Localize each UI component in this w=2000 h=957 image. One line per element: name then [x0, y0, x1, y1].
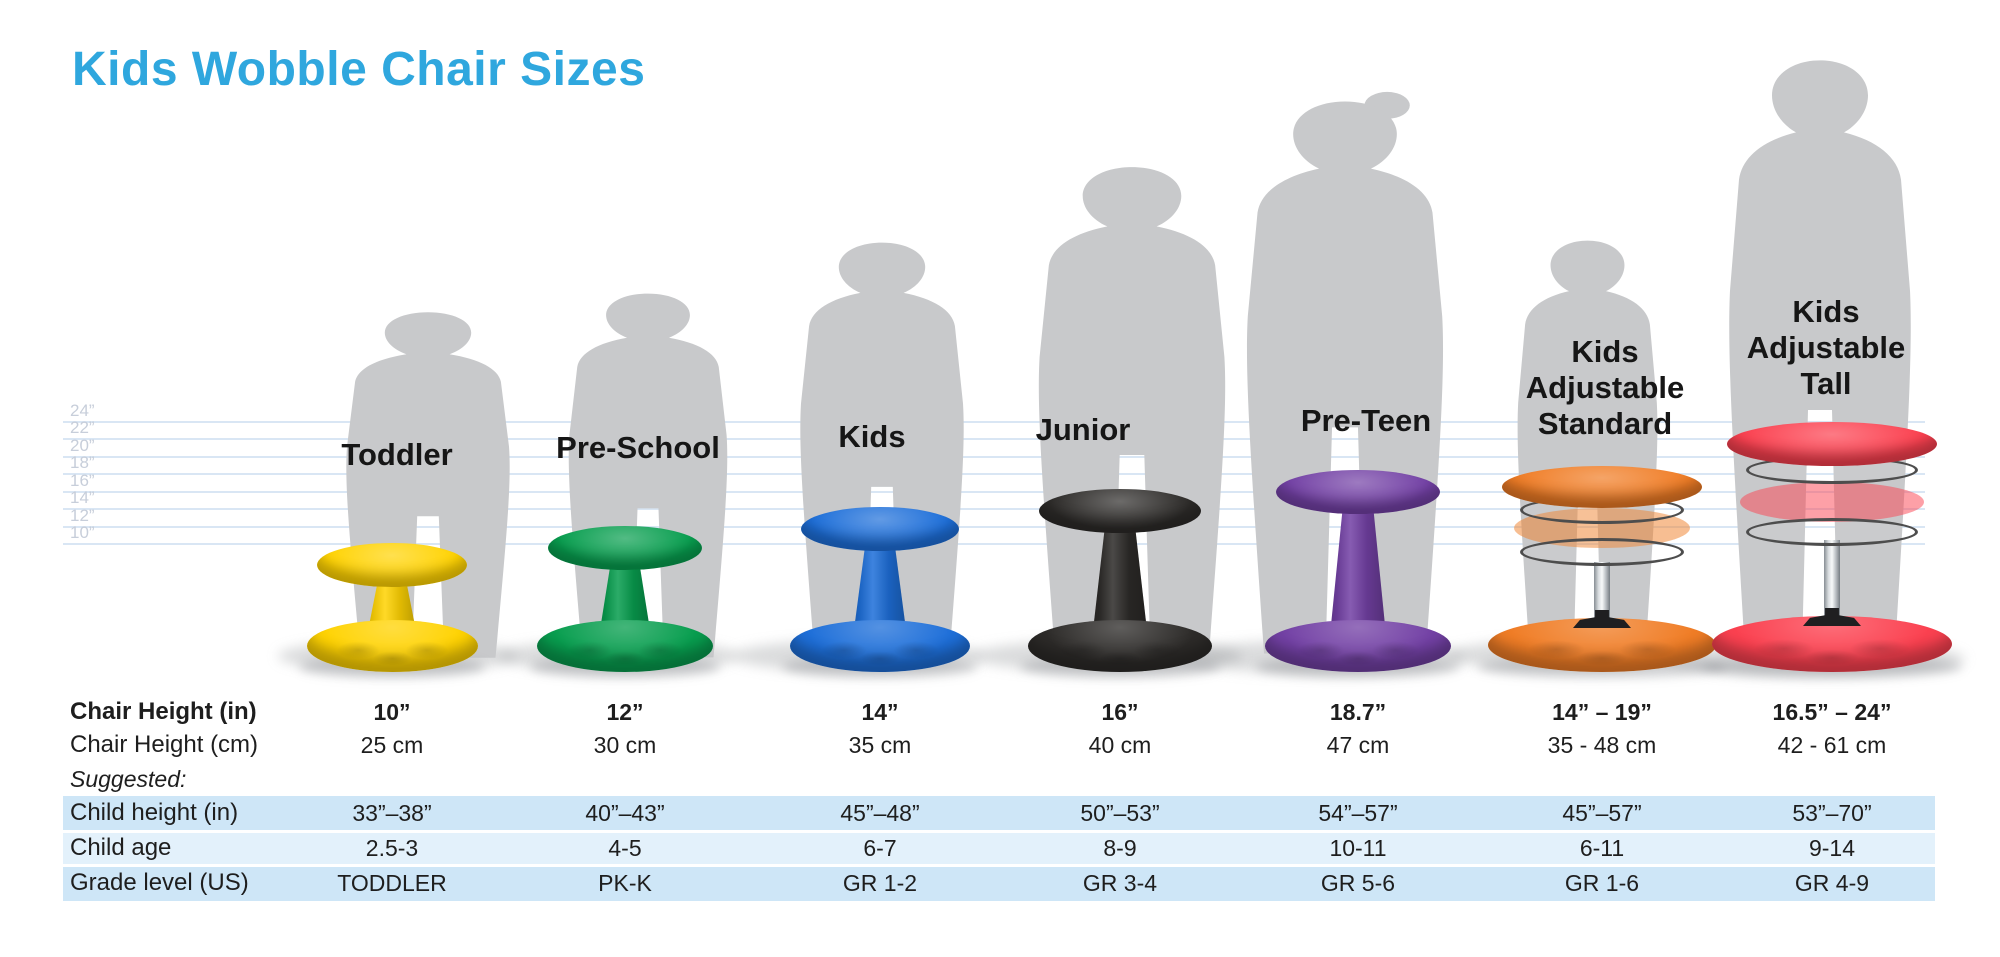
table-cell: 12”	[606, 699, 644, 725]
table-band-child-height	[63, 796, 1935, 830]
table-cell: 8-9	[1103, 835, 1137, 861]
chair-base	[537, 620, 713, 672]
table-cell: GR 4-9	[1794, 870, 1870, 896]
chair-seat	[801, 507, 959, 551]
chair-pole	[1824, 540, 1840, 628]
page-title: Kids Wobble Chair Sizes	[72, 43, 646, 96]
table-cell: 14” – 19”	[1552, 699, 1652, 725]
chair-seat	[317, 543, 467, 587]
height-scale-label: 16”	[70, 471, 95, 490]
height-scale-label: 22”	[70, 418, 95, 437]
gridline-10in	[63, 543, 1925, 545]
table-cell: GR 3-4	[1082, 870, 1158, 896]
chair-seat	[1039, 489, 1201, 533]
chair-seat	[1727, 422, 1937, 466]
chair-base	[789, 620, 971, 672]
height-scale-label: 10”	[70, 523, 95, 542]
table-cell: 40”–43”	[585, 800, 665, 826]
chair-seat	[1276, 470, 1440, 514]
table-cell: TODDLER	[337, 870, 447, 896]
table-row-label: Chair Height (cm)	[70, 731, 259, 758]
chair-label-toddler: Toddler	[341, 437, 453, 472]
table-cell: 4-5	[608, 835, 642, 861]
height-scale-label: 20”	[70, 436, 95, 455]
wobble-chair-adjustable-standard	[1478, 466, 1726, 678]
table-cell: 42 - 61 cm	[1777, 732, 1887, 758]
chair-ghost-seat	[1739, 482, 1925, 522]
chair-label-junior: Junior	[1035, 412, 1131, 447]
table-cell: 6-7	[863, 835, 897, 861]
height-scale-label: 14”	[70, 488, 95, 507]
height-scale-label: 24”	[70, 401, 95, 420]
table-cell: 40 cm	[1088, 732, 1152, 758]
table-cell: 47 cm	[1326, 732, 1390, 758]
table-row-label: Suggested:	[70, 766, 187, 792]
gridline-20in	[63, 456, 1925, 458]
table-cell: 25 cm	[360, 732, 424, 758]
wobble-chair-junior	[1019, 489, 1221, 678]
child-silhouette-junior	[1038, 167, 1226, 655]
chair-label-pre-school: Pre-School	[556, 430, 720, 465]
table-cell: GR 1-2	[842, 870, 918, 896]
table-cell: 33”–38”	[352, 800, 432, 826]
table-row-label: Grade level (US)	[70, 869, 249, 896]
table-row-label: Child age	[70, 834, 172, 861]
chair-label-kids: Kids	[838, 419, 906, 454]
table-cell: 9-14	[1808, 835, 1856, 861]
table-cell: 14”	[861, 699, 899, 725]
gridline-12in	[63, 526, 1925, 528]
chair-seat	[1502, 466, 1702, 508]
table-cell: 10”	[373, 699, 411, 725]
table-row-label: Chair Height (in)	[70, 698, 257, 725]
wobble-chair-adjustable-tall	[1701, 422, 1963, 678]
table-row-label: Child height (in)	[70, 799, 239, 826]
table-cell: 35 cm	[848, 732, 912, 758]
table-cell: 30 cm	[593, 732, 657, 758]
gridline-22in	[63, 438, 1925, 440]
chair-wobble-ring	[1520, 538, 1684, 566]
chair-base	[1027, 620, 1213, 672]
table-cell: 10-11	[1329, 835, 1387, 861]
height-scale-label: 12”	[70, 506, 95, 525]
table-band-child-age	[63, 833, 1935, 864]
table-cell: PK-K	[598, 870, 652, 896]
table-cell: 35 - 48 cm	[1547, 732, 1657, 758]
chair-label-adjustable-tall: Kids Adjustable Tall	[1746, 294, 1906, 401]
table-cell: 45”–48”	[840, 800, 920, 826]
chair-base	[306, 620, 478, 672]
table-cell: 53”–70”	[1792, 800, 1872, 826]
chair-label-pre-teen: Pre-Teen	[1300, 403, 1432, 438]
table-cell: GR 1-6	[1564, 870, 1640, 896]
table-cell: 45”–57”	[1562, 800, 1642, 826]
gridline-18in	[63, 473, 1925, 475]
wobble-chair-pre-school	[529, 526, 721, 678]
gridline-24in	[63, 421, 1925, 423]
table-cell: GR 5-6	[1320, 870, 1396, 896]
wobble-chair-kids	[782, 507, 978, 678]
chair-base	[1264, 620, 1452, 672]
table-cell: 16.5” – 24”	[1772, 699, 1892, 725]
table-cell: 2.5-3	[365, 835, 419, 861]
wobble-chair-pre-teen	[1256, 470, 1460, 678]
gridline-14in	[63, 508, 1925, 510]
chair-seat	[548, 526, 702, 570]
table-cell: 54”–57”	[1318, 800, 1398, 826]
table-band-grade-level	[63, 867, 1935, 901]
table-cell: 50”–53”	[1080, 800, 1160, 826]
height-scale-label: 18”	[70, 453, 95, 472]
table-cell: 16”	[1101, 699, 1139, 725]
table-cell: 18.7”	[1329, 699, 1387, 725]
chair-label-adjustable-standard: Kids Adjustable Standard	[1525, 334, 1685, 441]
gridline-16in	[63, 491, 1925, 493]
child-silhouette-kids	[800, 242, 964, 657]
table-cell: 6-11	[1579, 835, 1625, 861]
child-silhouette-pre-teen	[1246, 91, 1444, 654]
wobble-chair-toddler	[299, 543, 485, 678]
chair-wobble-ring	[1745, 518, 1919, 546]
